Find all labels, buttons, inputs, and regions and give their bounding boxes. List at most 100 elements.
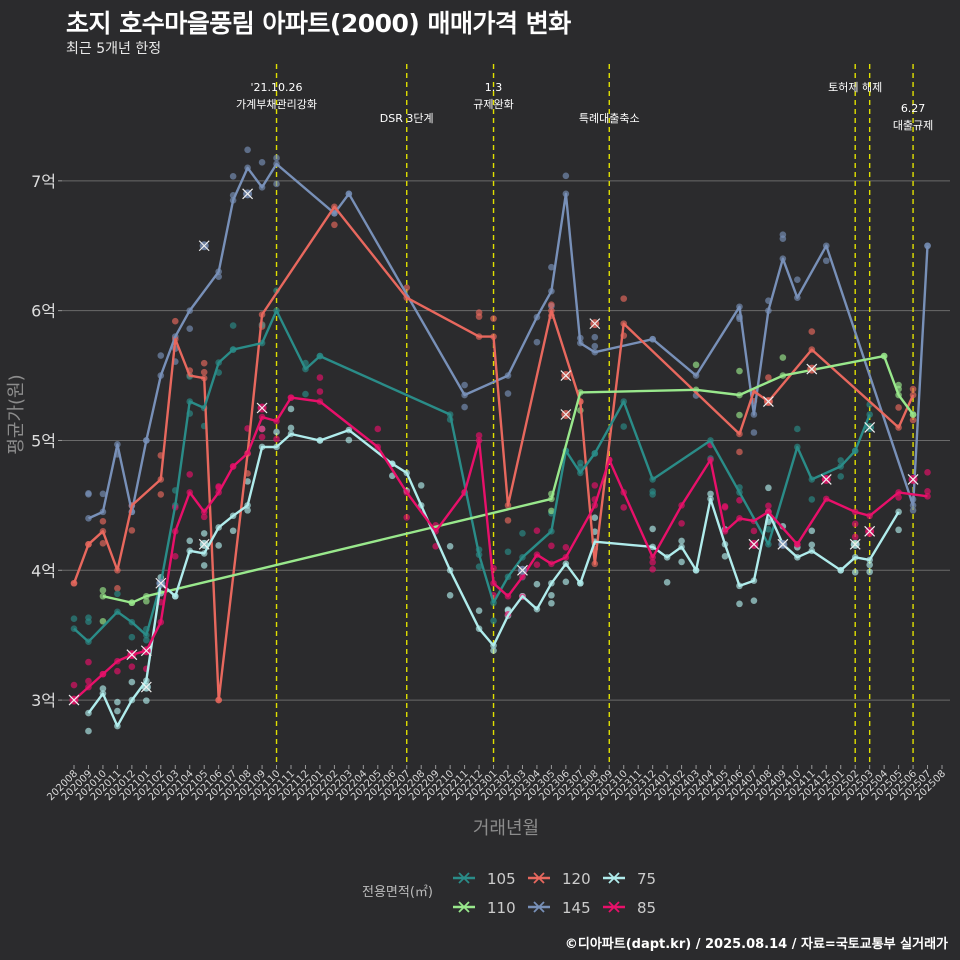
series-145-cross-marker	[517, 564, 528, 576]
legend-label: 110	[487, 899, 516, 917]
series-105-dot	[229, 322, 237, 329]
series-105-dot	[837, 457, 845, 464]
series-75-dot	[215, 542, 222, 549]
series-145-dot	[186, 325, 194, 332]
series-85-dot	[548, 542, 555, 550]
series-85-dot	[750, 527, 758, 535]
series-85-dot	[475, 432, 483, 439]
series-105-dot	[808, 496, 816, 503]
cross-marker-x	[140, 681, 152, 693]
series-120-dot	[490, 315, 497, 322]
series-75-dot	[808, 541, 816, 549]
series-105-dot	[837, 473, 845, 480]
series-75-dot	[128, 678, 136, 686]
series-110-dot	[143, 597, 150, 605]
series-85-cross-marker	[748, 538, 760, 550]
series-120-dot	[895, 404, 902, 411]
series-145-dot	[909, 507, 917, 514]
series-145-dot	[822, 257, 830, 265]
x-axis-title: 거래년월	[473, 818, 539, 839]
series-85-dot	[171, 553, 179, 560]
series-85-cross-marker	[68, 694, 80, 706]
series-120-dot	[114, 584, 121, 592]
cross-marker-x	[242, 188, 254, 200]
series-145-dot	[258, 159, 266, 166]
series-145-cross-marker	[198, 240, 210, 252]
series-85-cross-marker	[256, 402, 268, 414]
legend-label: 75	[637, 870, 656, 888]
cross-marker-x	[256, 402, 268, 414]
series-120-cross-marker	[762, 396, 774, 407]
cross-marker-x	[68, 694, 80, 706]
cross-marker-x	[864, 422, 876, 433]
series-85-dot	[736, 497, 743, 504]
event-label: 토허제 해제	[828, 80, 882, 94]
series-85-dot	[895, 494, 902, 501]
series-75-dot	[114, 707, 121, 715]
event-label: 규제완화	[473, 98, 513, 111]
series-85-cross-marker	[820, 473, 832, 485]
series-85-dot	[533, 527, 541, 534]
series-75-dot	[678, 558, 685, 566]
series-75-dot	[200, 562, 208, 569]
series-85-cross-marker	[864, 525, 876, 537]
event-label: 특례대출축소	[579, 112, 640, 125]
series-75-line	[87, 428, 900, 728]
series-145-dot	[461, 403, 468, 411]
y-tick-label: 6억	[31, 302, 56, 321]
event-label: 대출규제	[893, 119, 933, 132]
series-75-dot	[548, 599, 555, 607]
series-105-dot	[475, 563, 483, 570]
legend-swatch-cross	[533, 901, 545, 913]
series-145-dot	[99, 490, 107, 498]
series-145-cross-marker	[155, 577, 167, 589]
series-85-dot	[678, 520, 685, 527]
series-120-dot	[99, 540, 107, 547]
legend-item-120: 120	[528, 870, 591, 888]
series-105-dot	[765, 526, 772, 533]
series-75-dot	[750, 597, 758, 604]
series-85-dot	[114, 667, 121, 675]
series-120-dot	[331, 221, 338, 229]
series-75-dot	[273, 428, 280, 436]
series-105-dot	[504, 548, 512, 556]
series-75-dot	[345, 436, 353, 444]
series-85-dot	[591, 482, 599, 489]
series-105-dot	[620, 423, 628, 430]
legend-title: 전용면적(㎡)	[362, 885, 433, 900]
series-105-dot	[794, 425, 801, 433]
series-75-dot	[287, 424, 295, 432]
series-85-dot	[721, 503, 729, 510]
series-85-dot	[258, 433, 266, 441]
series-85-cross-marker	[907, 473, 919, 485]
event-label: '21.10.26	[251, 81, 303, 94]
legend-label: 85	[637, 899, 656, 917]
cross-marker-x	[517, 564, 528, 576]
series-85-dot	[649, 565, 656, 573]
series-85-dot	[258, 425, 266, 433]
series-110-dot	[99, 617, 107, 625]
series-105-dot	[519, 529, 526, 537]
series-75-dot	[548, 591, 555, 599]
series-85-dot	[85, 658, 92, 666]
legend-label: 105	[487, 870, 516, 888]
event-label: 1.3	[485, 81, 503, 94]
series-85-dot	[924, 468, 931, 476]
y-tick-label: 3억	[31, 691, 56, 710]
series-120-cross-marker	[560, 409, 572, 420]
series-120-dot	[128, 527, 136, 534]
series-75-dot	[851, 568, 859, 576]
cross-marker-x	[748, 538, 760, 550]
y-tick-label: 5억	[31, 431, 56, 450]
series-110-dot	[99, 586, 107, 594]
series-120-dot	[736, 448, 743, 456]
series-85-dot	[851, 533, 859, 541]
series-85-dot	[403, 514, 411, 521]
series-75-dot	[866, 561, 873, 569]
series-105-dot	[490, 617, 497, 625]
series-75-dot	[186, 537, 194, 545]
series-85-dot	[70, 681, 78, 689]
series-85-dot	[200, 513, 208, 521]
legend-swatch-cross	[608, 901, 620, 913]
series-120-dot	[200, 368, 208, 376]
